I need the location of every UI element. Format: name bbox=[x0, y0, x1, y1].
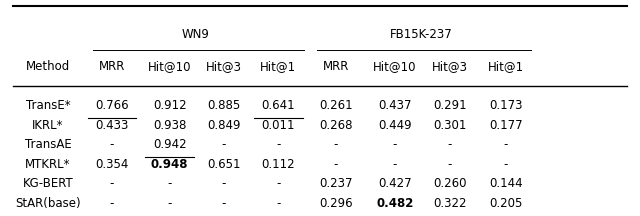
Text: 0.482: 0.482 bbox=[376, 197, 413, 210]
Text: 0.885: 0.885 bbox=[207, 99, 241, 112]
Text: 0.651: 0.651 bbox=[207, 158, 241, 171]
Text: -: - bbox=[448, 158, 452, 171]
Text: -: - bbox=[504, 158, 508, 171]
Text: -: - bbox=[168, 177, 172, 190]
Text: 0.011: 0.011 bbox=[262, 119, 295, 132]
Text: 0.177: 0.177 bbox=[489, 119, 522, 132]
Text: Hit@3: Hit@3 bbox=[432, 60, 468, 73]
Text: 0.849: 0.849 bbox=[207, 119, 241, 132]
Text: -: - bbox=[222, 197, 226, 210]
Text: 0.237: 0.237 bbox=[319, 177, 353, 190]
Text: -: - bbox=[110, 197, 114, 210]
Text: 0.766: 0.766 bbox=[95, 99, 129, 112]
Text: 0.301: 0.301 bbox=[433, 119, 467, 132]
Text: -: - bbox=[168, 197, 172, 210]
Text: TransAE: TransAE bbox=[24, 138, 72, 151]
Text: 0.205: 0.205 bbox=[489, 197, 522, 210]
Text: 0.912: 0.912 bbox=[153, 99, 186, 112]
Text: -: - bbox=[276, 197, 280, 210]
Text: 0.261: 0.261 bbox=[319, 99, 353, 112]
Text: Hit@1: Hit@1 bbox=[260, 60, 296, 73]
Text: 0.268: 0.268 bbox=[319, 119, 353, 132]
Text: -: - bbox=[222, 177, 226, 190]
Text: 0.112: 0.112 bbox=[262, 158, 295, 171]
Text: 0.144: 0.144 bbox=[489, 177, 522, 190]
Text: 0.938: 0.938 bbox=[153, 119, 186, 132]
Text: 0.173: 0.173 bbox=[489, 99, 522, 112]
Text: -: - bbox=[110, 177, 114, 190]
Text: -: - bbox=[334, 138, 338, 151]
Text: -: - bbox=[393, 158, 397, 171]
Text: -: - bbox=[334, 158, 338, 171]
Text: 0.449: 0.449 bbox=[378, 119, 412, 132]
Text: 0.433: 0.433 bbox=[95, 119, 129, 132]
Text: Hit@10: Hit@10 bbox=[148, 60, 191, 73]
Text: 0.437: 0.437 bbox=[378, 99, 412, 112]
Text: MRR: MRR bbox=[99, 60, 125, 73]
Text: WN9: WN9 bbox=[181, 28, 209, 41]
Text: 0.260: 0.260 bbox=[433, 177, 467, 190]
Text: Hit@10: Hit@10 bbox=[373, 60, 417, 73]
Text: -: - bbox=[110, 138, 114, 151]
Text: -: - bbox=[276, 138, 280, 151]
Text: -: - bbox=[276, 177, 280, 190]
Text: 0.354: 0.354 bbox=[95, 158, 129, 171]
Text: TransE*: TransE* bbox=[26, 99, 70, 112]
Text: FB15K-237: FB15K-237 bbox=[389, 28, 452, 41]
Text: Hit@3: Hit@3 bbox=[206, 60, 242, 73]
Text: MTKRL*: MTKRL* bbox=[25, 158, 71, 171]
Text: KG-BERT: KG-BERT bbox=[22, 177, 74, 190]
Text: -: - bbox=[504, 138, 508, 151]
Text: -: - bbox=[448, 138, 452, 151]
Text: 0.291: 0.291 bbox=[433, 99, 467, 112]
Text: StAR(base): StAR(base) bbox=[15, 197, 81, 210]
Text: Method: Method bbox=[26, 60, 70, 73]
Text: MRR: MRR bbox=[323, 60, 349, 73]
Text: 0.948: 0.948 bbox=[151, 158, 188, 171]
Text: 0.427: 0.427 bbox=[378, 177, 412, 190]
Text: Hit@1: Hit@1 bbox=[488, 60, 524, 73]
Text: 0.942: 0.942 bbox=[153, 138, 186, 151]
Text: IKRL*: IKRL* bbox=[32, 119, 64, 132]
Text: -: - bbox=[393, 138, 397, 151]
Text: -: - bbox=[222, 138, 226, 151]
Text: 0.296: 0.296 bbox=[319, 197, 353, 210]
Text: 0.322: 0.322 bbox=[433, 197, 467, 210]
Text: 0.641: 0.641 bbox=[262, 99, 295, 112]
